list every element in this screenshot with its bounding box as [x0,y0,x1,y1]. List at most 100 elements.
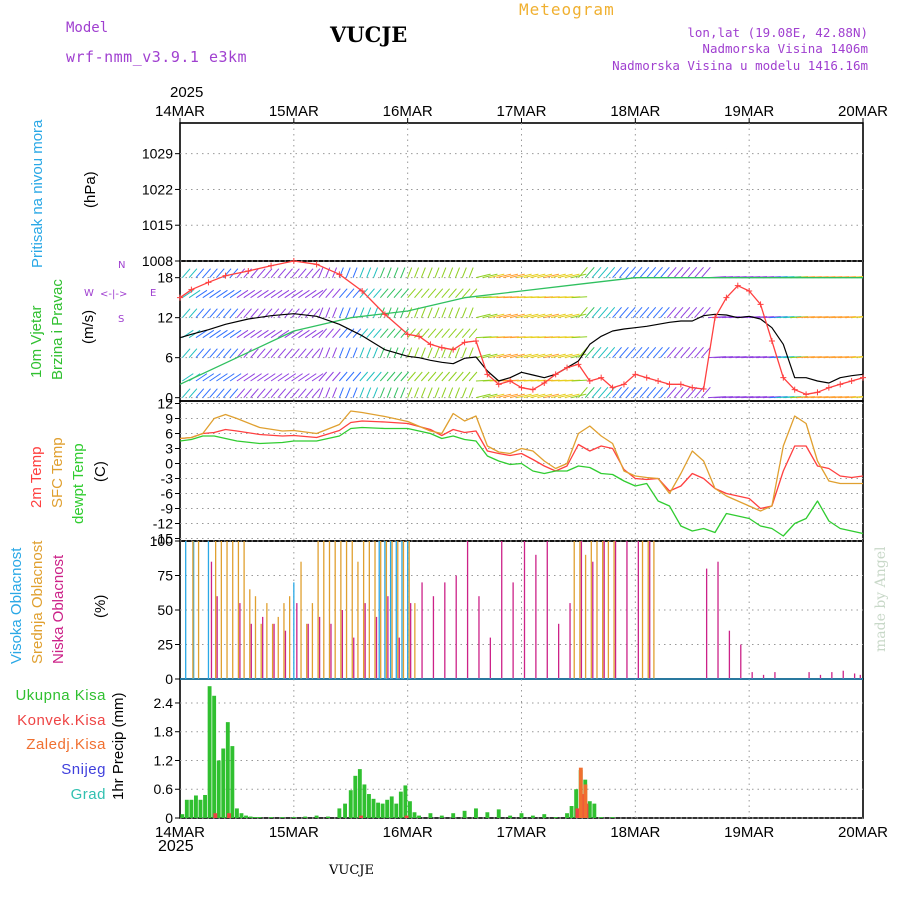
wind-arrow [202,268,211,278]
wind-arrow [338,371,348,382]
wind-arrow [584,346,595,358]
wind-arrow [263,329,276,339]
wind-arrow [578,386,588,398]
wind-arrow [311,373,324,382]
value-tick-label: -15 [153,531,173,547]
wind-arrow [461,387,467,398]
panel-frame [179,400,864,542]
value-tick-label: 1008 [142,253,173,269]
wind-arrow [427,288,437,298]
wind-arrow [229,348,239,358]
legend-snijeg: Snijeg [61,761,106,778]
wind-arrow [202,308,211,318]
wind-arrow [503,313,519,319]
gust-marker [746,288,753,294]
wind-arrow [386,371,396,382]
wind-arrow [311,289,324,299]
wind-arrow [482,353,498,359]
wind-arrow [311,329,324,339]
precip-bar-ukupna-kisa [337,808,342,818]
wind-arrow [257,373,269,382]
wind-arrow [441,387,447,398]
wind-arrow [270,289,283,299]
value-tick-label: 12 [157,396,173,412]
wind-arrow [557,353,573,359]
gust-marker [712,314,719,321]
precip-bar-zaledj-kisa [578,767,583,818]
wind-arrow [270,329,283,339]
wind-arrow [257,388,266,398]
wind-arrow [277,289,290,299]
wind-arrow [694,346,704,358]
wind-arrow [325,387,331,398]
wind-arrow [455,347,460,358]
wind-arrow [311,348,321,358]
gust-marker [803,391,810,398]
precip-bar-ukupna-kisa [184,799,189,818]
wind-arrow [605,266,616,278]
gust-marker [518,384,525,391]
legend-ukupna-kisa: Ukupna Kisa [15,687,106,704]
wind-arrow [222,348,232,358]
wind-arrow [338,288,348,298]
wind-arrow [338,307,344,318]
gust-marker [438,344,445,351]
precip-bar-ukupna-kisa [362,784,367,818]
wind-arrow [673,306,684,318]
precip-bar-ukupna-kisa [428,813,433,818]
wind-arrow [407,267,413,278]
wind-arrow [632,346,643,358]
wind-arrow [291,388,300,398]
wind-arrow [420,371,430,382]
wind-arrow [434,328,444,338]
wind-arrow [598,306,609,318]
wind-arrow [468,328,478,338]
gust-marker [245,268,252,274]
wind-arrow [591,346,602,358]
gust-marker [837,381,844,388]
precip-bar-ukupna-kisa [239,813,244,818]
wind-arrow [434,347,440,358]
precip-bar-ukupna-kisa [592,803,597,818]
time-label-bottom: 17MAR [496,824,546,841]
wind-arrow [263,268,273,278]
wind-arrow [523,353,539,359]
precip-bar-ukupna-kisa [462,810,467,818]
model-elevation-label: Nadmorska Visina u modelu 1416.16m [612,58,868,73]
wind-arrow [318,371,328,382]
wind-arrow [414,267,419,278]
wind-arrow [250,308,259,318]
wind-arrow [236,373,249,382]
wind-arrow [516,273,532,279]
wind-arrow [509,353,525,359]
wind-arrow [420,267,426,278]
wind-arrow [646,386,657,398]
gust-marker [564,364,571,371]
wind-arrow [666,346,677,358]
wind-arrow [359,267,365,278]
precip-bar-ukupna-kisa [225,722,230,818]
wind-arrow [338,267,344,278]
wind-arrow [284,268,293,278]
wind-arrow [434,371,444,382]
value-tick-label: 0.6 [154,781,174,797]
wind-arrow [257,308,266,318]
wind-arrow [338,387,344,398]
wind-arrow [639,306,650,318]
wind-arrow [537,313,553,319]
value-tick-label: -12 [153,516,173,532]
panel-frame [179,122,864,262]
series-line-pritisak-na-nivou-mora [180,134,863,253]
year-top: 2025 [170,84,204,101]
wind-arrow [325,347,331,358]
wind-arrow [325,288,334,298]
wind-arrow [229,373,242,382]
wind-arrow [489,393,505,399]
wind-arrow [222,373,235,382]
wind-arrow [188,348,198,358]
precip-bar-ukupna-kisa [474,808,478,818]
wind-arrow [393,371,403,382]
wind-arrow [584,386,595,398]
wind-arrow [482,313,498,319]
wind-arrow [359,387,365,398]
